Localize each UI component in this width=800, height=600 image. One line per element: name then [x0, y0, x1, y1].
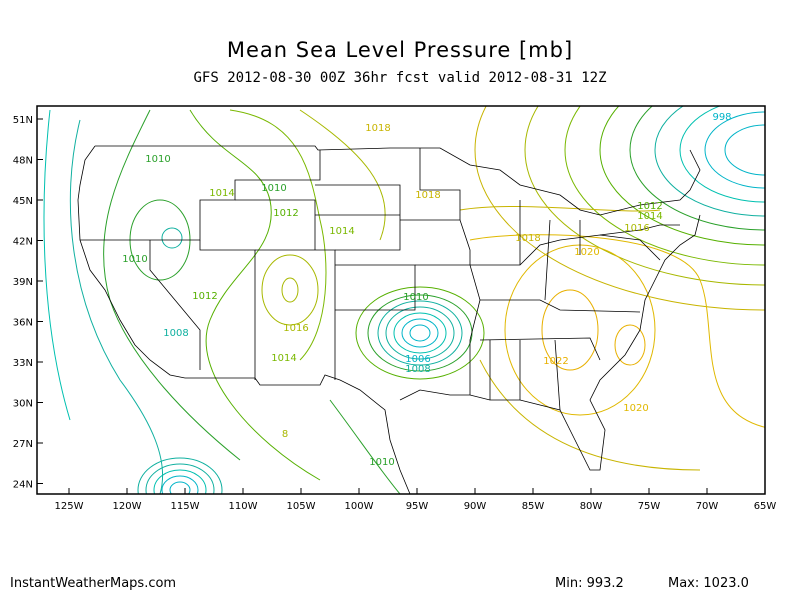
max-label: Max: — [668, 576, 700, 591]
lat-tick-label: 24N — [13, 480, 33, 491]
lat-tick-label: 39N — [13, 277, 33, 288]
lon-tick-label: 70W — [696, 501, 719, 512]
map-subtitle: GFS 2012-08-30 00Z 36hr fcst valid 2012-… — [193, 70, 607, 86]
lat-tick-label: 27N — [13, 439, 33, 450]
contour-label: 1010 — [369, 457, 394, 468]
contour-label: 1008 — [405, 364, 430, 375]
longitude-axis: 125W 120W 115W 110W 105W 100W 95W 90W 85W 80W 75W 7… — [55, 488, 777, 512]
lat-tick-label: 42N — [13, 237, 33, 248]
min-label: Min: — [555, 576, 583, 591]
lon-tick-label: 125W — [55, 501, 84, 512]
contour-label: 1018 — [515, 233, 540, 244]
lat-tick-label: 45N — [13, 196, 33, 207]
contour-label: 1012 — [273, 208, 298, 219]
map-frame — [36, 105, 766, 495]
contour-label: 1020 — [574, 247, 599, 258]
lon-tick-label: 120W — [113, 501, 142, 512]
lat-tick-label: 48N — [13, 156, 33, 167]
max-value: 1023.0 — [703, 576, 749, 591]
contour-label: 1014 — [209, 188, 234, 199]
lat-tick-label: 33N — [13, 358, 33, 369]
contour-label: 1018 — [365, 123, 390, 134]
lat-tick-label: 51N — [13, 115, 33, 126]
contour-label: 1018 — [415, 190, 440, 201]
contour-label: 8 — [282, 429, 288, 440]
lon-tick-label: 75W — [638, 501, 661, 512]
lon-tick-label: 110W — [229, 501, 258, 512]
lon-tick-label: 95W — [406, 501, 429, 512]
lat-tick-label: 30N — [13, 399, 33, 410]
lon-tick-label: 90W — [464, 501, 487, 512]
max-pressure: Max: 1023.0 — [668, 576, 749, 591]
lon-tick-label: 105W — [287, 501, 316, 512]
contour-label: 1010 — [403, 292, 428, 303]
contour-label: 998 — [712, 112, 731, 123]
map-boundaries — [77, 145, 701, 494]
contour-label: 1014 — [329, 226, 354, 237]
map-frame-bg — [37, 106, 765, 494]
site-credit: InstantWeatherMaps.com — [10, 576, 177, 591]
contour-label: 1020 — [623, 403, 648, 414]
contour-label: 1010 — [122, 254, 147, 265]
contour-high-southeast — [459, 205, 765, 471]
contour-label: 1010 — [145, 154, 170, 165]
lon-tick-label: 65W — [754, 501, 777, 512]
lat-tick-label: 36N — [13, 318, 33, 329]
contour-low-northeast — [474, 106, 765, 311]
map-title: Mean Sea Level Pressure [mb] — [226, 38, 574, 62]
contour-low-baja — [137, 457, 223, 494]
contour-label: 1010 — [261, 183, 286, 194]
contour-label: 1016 — [283, 323, 308, 334]
contour-label: 1012 — [637, 201, 662, 212]
contour-label: 1016 — [624, 223, 649, 234]
min-pressure: Min: 993.2 — [555, 576, 624, 591]
lon-tick-label: 100W — [345, 501, 374, 512]
contour-label: 1008 — [163, 328, 188, 339]
latitude-axis: 51N 48N 45N 42N 39N 36N 33N 30N 27N 24N — [13, 115, 43, 491]
contour-label: 1012 — [192, 291, 217, 302]
lon-tick-label: 80W — [580, 501, 603, 512]
min-value: 993.2 — [586, 576, 624, 591]
lon-tick-label: 85W — [522, 501, 545, 512]
contour-label: 1014 — [271, 353, 296, 364]
contour-label: 1006 — [405, 354, 430, 365]
lon-tick-label: 115W — [171, 501, 200, 512]
contour-label: 1014 — [637, 211, 662, 222]
contour-label: 1022 — [543, 356, 568, 367]
